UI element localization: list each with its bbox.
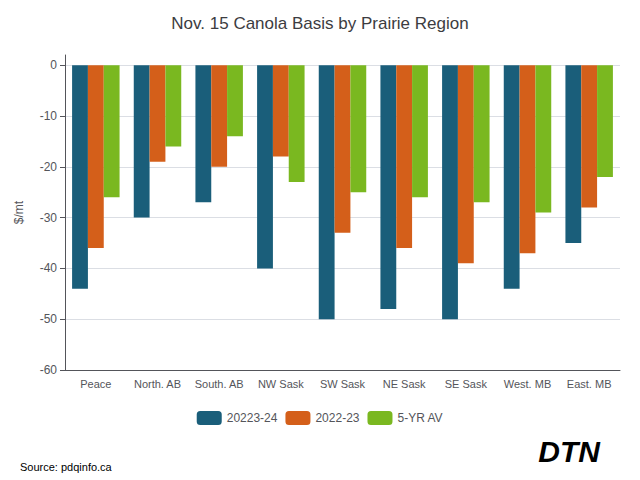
svg-text:NE Sask: NE Sask [383, 378, 426, 390]
svg-text:Nov. 15 Canola Basis by Prairi: Nov. 15 Canola Basis by Prairie Region [171, 14, 468, 33]
svg-text:-60: -60 [40, 363, 58, 377]
svg-text:20223-24: 20223-24 [227, 411, 278, 425]
svg-text:DTN: DTN [538, 435, 601, 468]
svg-text:0: 0 [50, 58, 57, 72]
svg-text:-40: -40 [40, 261, 58, 275]
svg-text:-20: -20 [40, 160, 58, 174]
svg-text:East. MB: East. MB [567, 378, 612, 390]
svg-text:-10: -10 [40, 109, 58, 123]
svg-text:Source: pdqinfo.ca: Source: pdqinfo.ca [20, 461, 113, 473]
svg-text:5-YR AV: 5-YR AV [397, 411, 442, 425]
svg-text:-50: -50 [40, 312, 58, 326]
svg-text:-30: -30 [40, 211, 58, 225]
svg-text:$/mt: $/mt [12, 200, 26, 224]
svg-text:SE Sask: SE Sask [445, 378, 488, 390]
svg-text:West. MB: West. MB [504, 378, 551, 390]
svg-text:NW Sask: NW Sask [258, 378, 304, 390]
svg-text:South. AB: South. AB [195, 378, 244, 390]
svg-text:North. AB: North. AB [134, 378, 181, 390]
svg-text:Peace: Peace [80, 378, 111, 390]
svg-text:2022-23: 2022-23 [315, 411, 359, 425]
svg-text:SW Sask: SW Sask [320, 378, 366, 390]
